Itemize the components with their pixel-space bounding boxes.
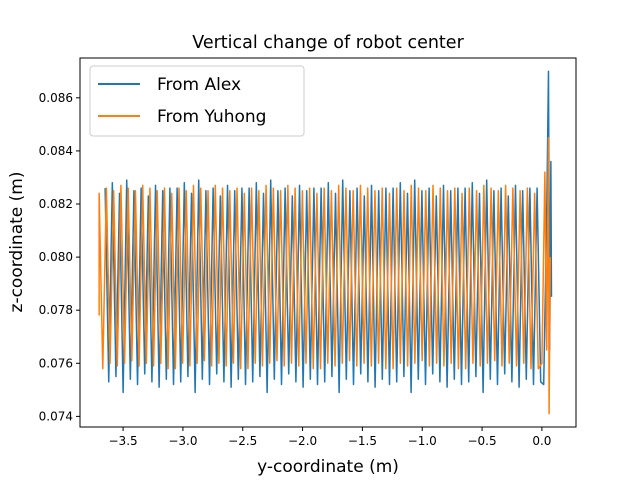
x-axis-title: y-coordinate (m)	[257, 457, 399, 477]
y-tick-label: 0.078	[39, 303, 73, 317]
y-tick-label: 0.086	[39, 91, 73, 105]
legend-label-alex: From Alex	[157, 75, 241, 95]
x-tick-label: −3.5	[109, 434, 138, 448]
y-tick-label: 0.084	[39, 144, 73, 158]
x-tick-label: −2.0	[288, 434, 317, 448]
y-tick-label: 0.080	[39, 250, 73, 264]
y-tick-label: 0.076	[39, 356, 73, 370]
series-line-yuhong	[98, 136, 552, 415]
x-tick-label: −3.0	[168, 434, 197, 448]
y-axis-ticks: 0.074 0.076 0.078 0.080 0.082 0.084 0.086	[39, 91, 80, 423]
y-axis-title: z-coordinate (m)	[7, 172, 27, 313]
x-tick-label: −1.0	[408, 434, 437, 448]
y-tick-label: 0.074	[39, 409, 73, 423]
x-tick-label: −0.5	[467, 434, 496, 448]
legend: From Alex From Yuhong	[89, 65, 305, 137]
x-tick-label: −1.5	[348, 434, 377, 448]
x-axis-ticks: −3.5 −3.0 −2.5 −2.0 −1.5 −1.0 −0.5 0.0	[109, 427, 551, 448]
x-tick-label: −2.5	[228, 434, 257, 448]
plot-frame	[79, 57, 577, 428]
legend-label-yuhong: From Yuhong	[157, 107, 266, 127]
legend-box	[89, 65, 305, 137]
x-tick-label: 0.0	[532, 434, 551, 448]
chart-title: Vertical change of robot center	[192, 33, 464, 53]
y-tick-label: 0.082	[39, 197, 73, 211]
plot-area	[98, 70, 553, 415]
